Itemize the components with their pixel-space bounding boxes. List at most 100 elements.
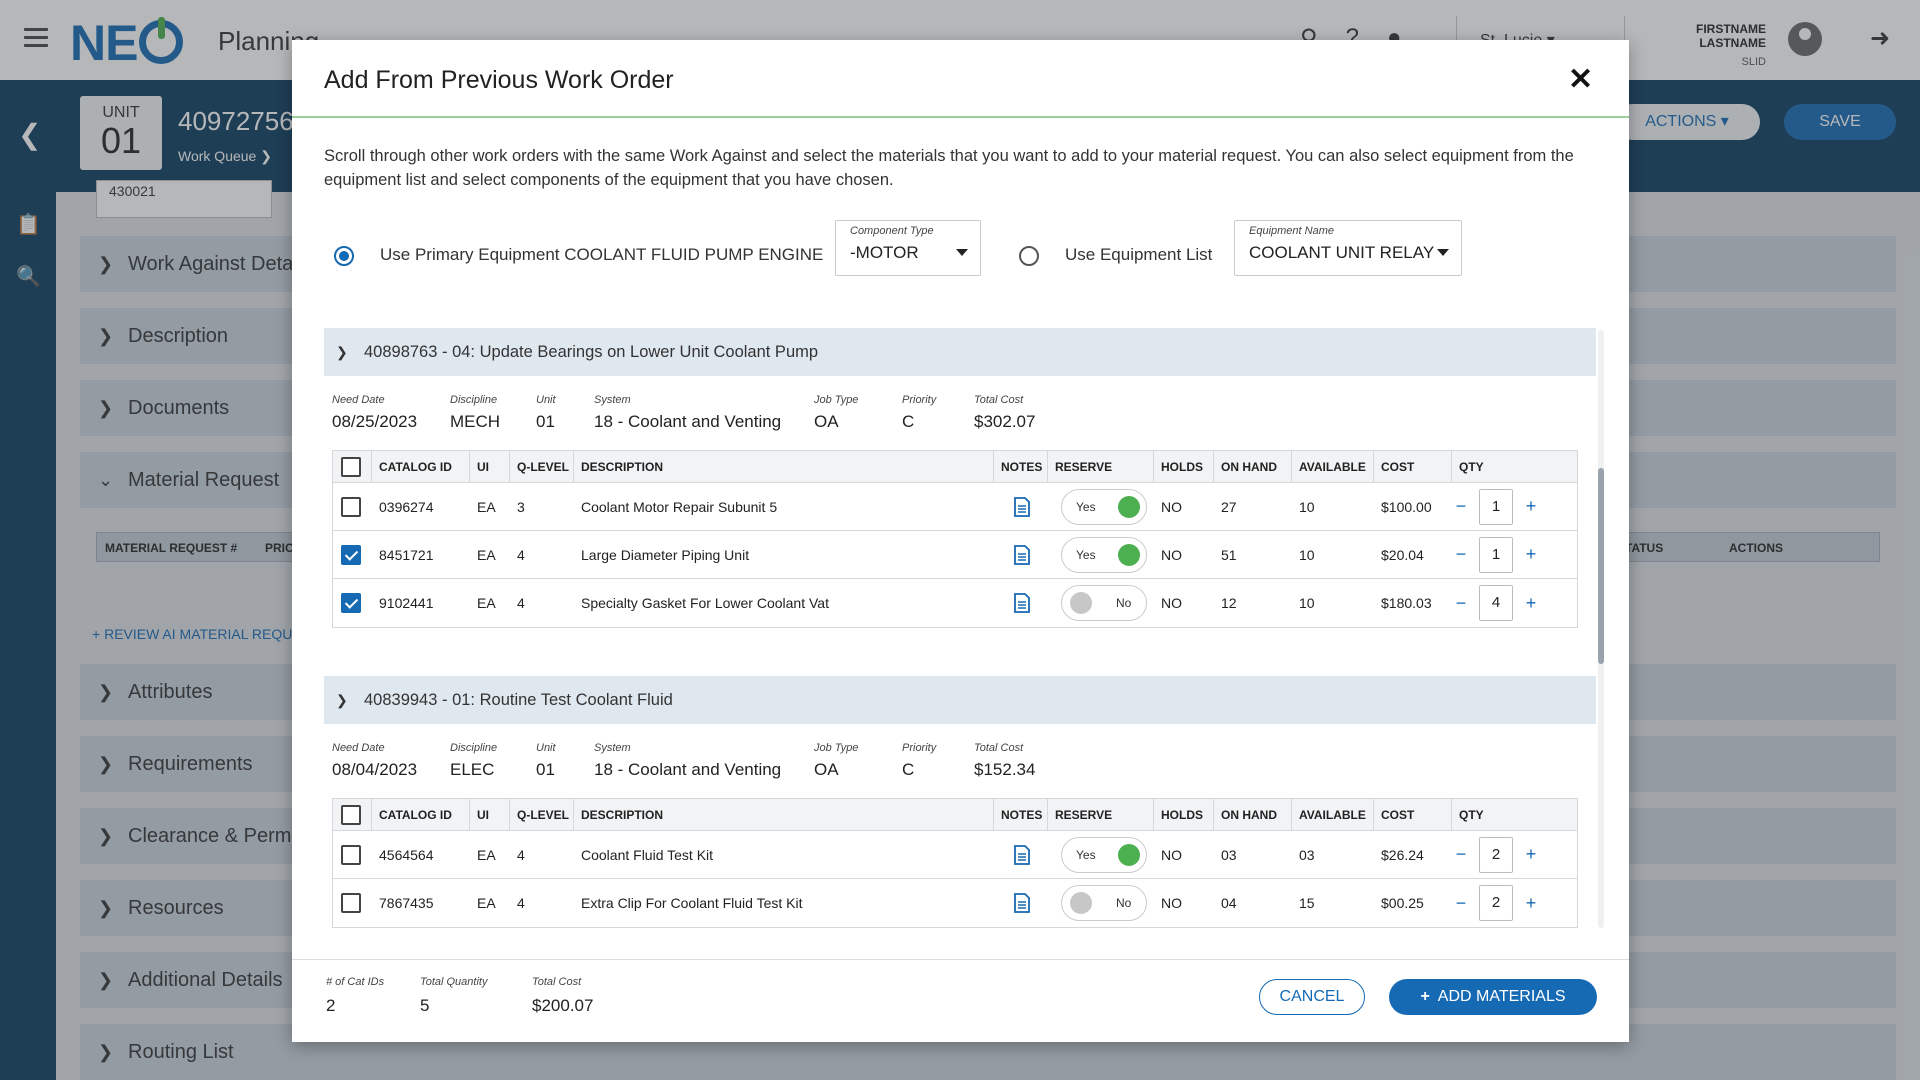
work-order-header-row[interactable]: ❯ 40839943 - 01: Routine Test Coolant Flu… [324, 676, 1596, 724]
neo-logo: NE [70, 14, 184, 72]
avatar-icon[interactable] [1788, 22, 1822, 56]
discipline: MECH [450, 412, 501, 431]
unit: 01 [536, 412, 555, 431]
qty-decrement-button[interactable]: − [1455, 592, 1467, 613]
review-ai-link[interactable]: + REVIEW AI MATERIAL REQUEST [92, 626, 320, 642]
qty-increment-button[interactable]: + [1525, 544, 1537, 564]
materials-table: CATALOG ID UI Q-LEVEL DESCRIPTION NOTES … [332, 798, 1578, 928]
row-checkbox[interactable] [341, 593, 361, 613]
equipment-name-value: COOLANT UNIT RELAY [1249, 243, 1435, 262]
qty-input[interactable]: 1 [1479, 488, 1513, 525]
qty-increment-button[interactable]: + [1525, 496, 1537, 516]
table-row: 9102441 EA 4 Specialty Gasket For Lower … [333, 579, 1577, 627]
menu-icon[interactable] [24, 28, 48, 48]
reserve-toggle[interactable]: No [1061, 885, 1147, 921]
select-all-checkbox[interactable] [341, 804, 361, 825]
scrollbar-thumb[interactable] [1598, 468, 1604, 664]
qty-input[interactable]: 2 [1479, 885, 1513, 921]
qty-decrement-button[interactable]: − [1455, 892, 1467, 913]
qty-input[interactable]: 1 [1479, 536, 1513, 573]
table-header: CATALOG ID UI Q-LEVEL DESCRIPTION NOTES … [333, 799, 1577, 831]
unit-label: UNIT [102, 104, 140, 121]
component-type-caption: Component Type [850, 225, 934, 237]
qty-decrement-button[interactable]: − [1455, 544, 1467, 564]
notes-icon[interactable] [1013, 844, 1031, 865]
work-order-block: ❯ 40839943 - 01: Routine Test Coolant Flu… [324, 676, 1596, 928]
unit: 01 [536, 760, 555, 779]
actions-button[interactable]: ACTIONS ▾ [1614, 104, 1760, 140]
user-id: SLID [1741, 56, 1766, 68]
qty-increment-button[interactable]: + [1525, 592, 1537, 613]
select-all-checkbox[interactable] [341, 456, 361, 477]
unit-badge: UNIT 01 [80, 96, 162, 170]
equipment-list-radio[interactable] [1019, 246, 1039, 266]
equipment-list-label: Use Equipment List [1065, 245, 1213, 264]
footer-divider [292, 959, 1629, 960]
chevron-down-icon: ❯ [336, 344, 348, 360]
work-order-block: ❯ 40898763 - 04: Update Bearings on Lower… [324, 328, 1596, 628]
row-checkbox[interactable] [341, 496, 361, 517]
qty-decrement-button[interactable]: − [1455, 844, 1467, 864]
qty-increment-button[interactable]: + [1525, 892, 1537, 913]
need-date: 08/04/2023 [332, 760, 418, 779]
row-checkbox[interactable] [341, 544, 361, 565]
table-row: 0396274 EA 3 Coolant Motor Repair Subuni… [333, 483, 1577, 531]
clipboard-icon[interactable]: 📋 [16, 214, 41, 236]
search-document-icon[interactable]: 🔍 [16, 266, 41, 288]
divider [1456, 16, 1457, 62]
save-button[interactable]: SAVE [1784, 104, 1896, 140]
reserve-toggle[interactable]: No [1061, 585, 1147, 621]
qty-decrement-button[interactable]: − [1455, 496, 1467, 516]
work-order-meta: Need Date 08/04/2023 Discipline ELEC Unit 0… [332, 742, 1036, 779]
close-icon[interactable]: ✕ [1568, 63, 1594, 96]
notes-icon[interactable] [1013, 496, 1031, 517]
component-type-select[interactable]: Component Type -MOTOR [835, 220, 981, 276]
need-date: 08/25/2023 [332, 412, 418, 431]
chevron-right-icon: ❯ [98, 1042, 114, 1062]
cancel-button[interactable]: CANCEL [1259, 979, 1365, 1015]
discipline: ELEC [450, 760, 495, 779]
table-row: 4564564 EA 4 Coolant Fluid Test Kit Yes … [333, 831, 1577, 879]
work-queue-link[interactable]: Work Queue ❯ [178, 148, 272, 164]
user-block: FIRSTNAME LASTNAME SLID [1640, 22, 1766, 68]
chevron-right-icon: ❯ [98, 326, 114, 346]
system: 18 - Coolant and Venting [594, 412, 782, 431]
work-orders-scroll-area[interactable]: ❯ 40898763 - 04: Update Bearings on Lower… [324, 328, 1596, 928]
modal-title: Add From Previous Work Order [324, 66, 674, 94]
equipment-name-caption: Equipment Name [1249, 225, 1334, 237]
primary-equipment-radio[interactable] [334, 246, 354, 266]
row-checkbox[interactable] [341, 844, 361, 865]
modal-intro-text: Scroll through other work orders with th… [324, 147, 1574, 189]
chevron-right-icon: ❯ [98, 826, 114, 846]
reserve-toggle[interactable]: Yes [1061, 536, 1147, 573]
chevron-right-icon: ❯ [98, 254, 114, 274]
notes-icon[interactable] [1013, 893, 1031, 913]
notes-icon[interactable] [1013, 544, 1031, 565]
chevron-down-icon: ⌄ [98, 470, 114, 490]
equipment-name-select[interactable]: Equipment Name COOLANT UNIT RELAY [1234, 220, 1462, 276]
row-checkbox[interactable] [341, 893, 361, 913]
total-cost: $152.34 [974, 760, 1036, 779]
reserve-toggle[interactable]: Yes [1061, 488, 1147, 525]
add-materials-button[interactable]: + ADD MATERIALS [1389, 979, 1597, 1015]
notes-icon[interactable] [1013, 593, 1031, 613]
work-order-header-row[interactable]: ❯ 40898763 - 04: Update Bearings on Lower… [324, 328, 1596, 376]
background-input[interactable]: 430021 [96, 180, 272, 218]
qty-increment-button[interactable]: + [1525, 844, 1537, 864]
footer-total-quantity: Total Quantity 5 [420, 976, 488, 1015]
table-row: 7867435 EA 4 Extra Clip For Coolant Flui… [333, 879, 1577, 927]
reserve-toggle[interactable]: Yes [1061, 836, 1147, 873]
caret-down-icon [1437, 249, 1449, 256]
work-order-number: 40972756 [178, 106, 294, 136]
qty-input[interactable]: 2 [1479, 836, 1513, 873]
qty-input[interactable]: 4 [1479, 585, 1513, 621]
plus-icon: + [1420, 988, 1430, 1005]
logout-icon[interactable]: ➜ [1870, 25, 1891, 52]
priority: C [902, 412, 915, 431]
back-chevron-icon[interactable]: ❮ [18, 119, 42, 150]
add-from-previous-work-order-modal: Add From Previous Work Order ✕ Scroll th… [292, 40, 1629, 1042]
divider [1624, 16, 1625, 62]
chevron-down-icon: ❯ [336, 692, 348, 708]
table-row: 8451721 EA 4 Large Diameter Piping Unit … [333, 531, 1577, 579]
job-type: OA [814, 412, 839, 431]
